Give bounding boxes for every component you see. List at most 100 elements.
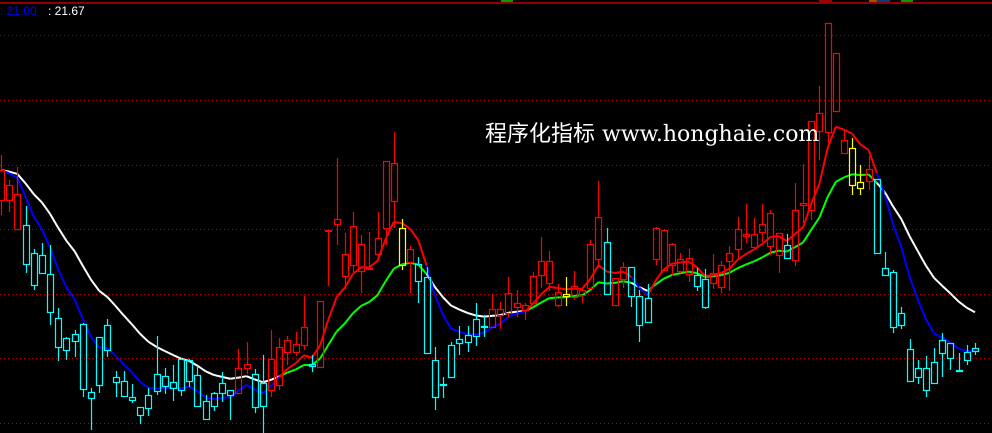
- ma-slow-segment: [508, 310, 517, 314]
- ma-slow-segment: [106, 296, 117, 307]
- ma-fast-segment: [622, 270, 632, 278]
- ma-fast-segment: [188, 385, 198, 392]
- ma-fast-segment: [761, 236, 772, 245]
- candle-up: [300, 326, 309, 347]
- indicator-value-1: : 21.00: [0, 4, 37, 18]
- ma-slow-segment: [196, 364, 207, 373]
- ma-fast-segment: [892, 224, 903, 248]
- candle-up: [611, 277, 620, 307]
- ma-fast-segment: [499, 315, 510, 325]
- candle-down: [644, 297, 653, 324]
- candle-down: [128, 396, 137, 402]
- candle-down: [480, 325, 489, 329]
- ma-slow-segment: [352, 305, 362, 314]
- ma-slow-segment: [65, 240, 76, 252]
- ma-slow-segment: [728, 267, 739, 274]
- candle-up: [791, 209, 800, 262]
- candle-down: [627, 266, 636, 298]
- candle-up: [660, 229, 669, 272]
- ma-slow-segment: [8, 170, 18, 175]
- candle-up: [742, 233, 751, 238]
- ma-fast-segment: [237, 383, 248, 392]
- ma-fast-segment: [16, 177, 27, 198]
- candle-down: [897, 312, 906, 327]
- ma-slow-segment: [826, 181, 837, 198]
- indicator-value-2: : 21.67: [48, 4, 85, 18]
- ma-fast-segment: [90, 336, 101, 349]
- ma-fast-segment: [229, 389, 239, 398]
- candle-down: [177, 358, 186, 392]
- ma-fast-segment: [745, 248, 755, 255]
- ma-fast-segment: [123, 363, 133, 374]
- ma-fast-segment: [704, 274, 714, 277]
- ma-slow-segment: [335, 322, 346, 333]
- candle-down: [136, 406, 145, 417]
- candle-up: [390, 162, 399, 203]
- ma-fast-segment: [712, 271, 722, 277]
- ma-slow-segment: [818, 196, 829, 218]
- ma-fast-segment: [270, 376, 281, 387]
- candle-down: [144, 394, 153, 410]
- ma-slow-segment: [810, 216, 821, 231]
- ma-slow-segment: [483, 314, 493, 318]
- ma-slow-segment: [933, 277, 943, 287]
- ma-slow-segment: [33, 193, 43, 204]
- ma-fast-segment: [753, 243, 763, 251]
- ma-fast-segment: [900, 246, 911, 278]
- ma-slow-segment: [753, 256, 763, 263]
- ma-fast-segment: [786, 233, 796, 242]
- ma-slow-segment: [98, 290, 109, 298]
- ma-slow-segment: [884, 191, 895, 208]
- candle-up: [292, 343, 301, 354]
- candle-down: [783, 244, 792, 260]
- candle-up: [832, 52, 841, 113]
- ma-slow-segment: [164, 350, 174, 356]
- ma-slow-segment: [246, 375, 256, 381]
- candle-down: [414, 263, 423, 283]
- ma-slow-segment: [57, 227, 68, 242]
- ma-slow-segment: [540, 297, 550, 304]
- candle-down: [22, 224, 31, 266]
- candle-up: [766, 212, 775, 248]
- ma-slow-segment: [73, 250, 84, 267]
- candle-down: [603, 241, 612, 296]
- candle-up: [537, 260, 546, 277]
- candle-down: [71, 333, 80, 343]
- ma-fast-segment: [106, 347, 117, 357]
- ma-slow-segment: [262, 378, 272, 384]
- ma-fast-segment: [491, 322, 501, 329]
- candle-down: [464, 334, 473, 344]
- candle-up: [554, 291, 563, 307]
- ma-fast-segment: [483, 326, 493, 334]
- candle-up: [775, 232, 784, 257]
- candle-up: [324, 229, 333, 233]
- ma-slow-segment: [852, 173, 861, 177]
- ma-fast-segment: [589, 264, 600, 280]
- ma-fast-segment: [24, 196, 35, 217]
- ma-slow-segment: [916, 250, 927, 267]
- top-marker-green-2: [901, 0, 913, 2]
- ma-slow-segment: [343, 312, 354, 325]
- ma-fast-segment: [196, 390, 207, 399]
- candle-down: [971, 347, 980, 353]
- ma-fast-segment: [343, 273, 354, 289]
- ma-fast-segment: [319, 319, 330, 346]
- ma-fast-segment: [958, 347, 968, 353]
- candle-down: [259, 382, 268, 408]
- candle-up: [504, 292, 513, 315]
- candle-up: [725, 252, 734, 263]
- ma-slow-segment: [131, 323, 141, 335]
- candle-down: [161, 375, 170, 388]
- candle-down: [95, 336, 104, 387]
- top-marker-orange: [869, 0, 877, 2]
- candle-up: [357, 243, 366, 273]
- ma-fast-segment: [99, 346, 108, 350]
- ma-slow-segment: [24, 182, 35, 195]
- ma-fast-segment: [925, 318, 935, 334]
- ma-fast-segment: [294, 354, 305, 365]
- candle-up: [521, 304, 530, 312]
- ma-slow-segment: [655, 277, 665, 286]
- candle-up: [578, 289, 587, 297]
- ma-fast-segment: [508, 312, 517, 318]
